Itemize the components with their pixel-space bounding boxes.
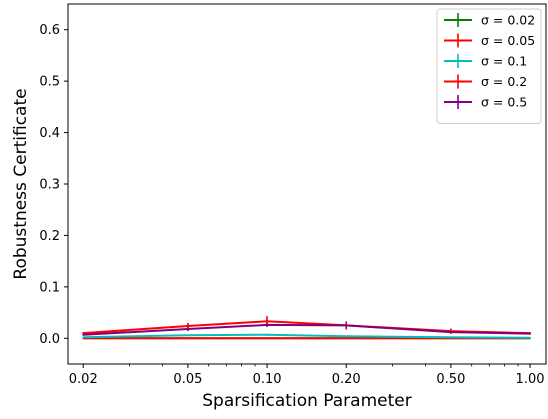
y-tick-label: 0.5 xyxy=(39,75,60,90)
x-tick-label: 0.05 xyxy=(173,372,202,387)
legend-label: σ = 0.2 xyxy=(481,74,527,89)
x-axis-label: Sparsification Parameter xyxy=(202,391,411,411)
y-axis-label: Robustness Certificate xyxy=(11,88,31,279)
plot-marks xyxy=(82,316,531,340)
legend-label: σ = 0.5 xyxy=(481,95,527,110)
x-tick-label: 0.10 xyxy=(253,372,282,387)
x-tick-label: 0.20 xyxy=(332,372,361,387)
y-tick-label: 0.4 xyxy=(39,126,60,141)
legend-label: σ = 0.02 xyxy=(481,13,535,28)
legend-label: σ = 0.05 xyxy=(481,33,535,48)
y-tick-label: 0.2 xyxy=(39,229,60,244)
y-tick-label: 0.0 xyxy=(39,332,60,347)
legend: σ = 0.02 σ = 0.05 σ = 0.1 σ = 0.2 σ = 0.5 xyxy=(436,8,542,124)
x-tick-label: 1.00 xyxy=(516,372,545,387)
legend-box xyxy=(436,8,542,124)
series-line-2 xyxy=(83,333,531,339)
series-line-4 xyxy=(83,323,531,336)
x-tick-label: 0.50 xyxy=(436,372,465,387)
axes: 0.02 0.05 0.10 0.20 0.50 1.00 0.0 0.1 0.2 0.3 0.4 0… xyxy=(11,3,547,411)
y-tick-label: 0.6 xyxy=(39,23,60,38)
y-tick-label: 0.1 xyxy=(39,280,60,295)
x-tick-label: 0.02 xyxy=(69,372,98,387)
y-tick-label: 0.3 xyxy=(39,178,60,193)
legend-label: σ = 0.1 xyxy=(481,54,527,69)
